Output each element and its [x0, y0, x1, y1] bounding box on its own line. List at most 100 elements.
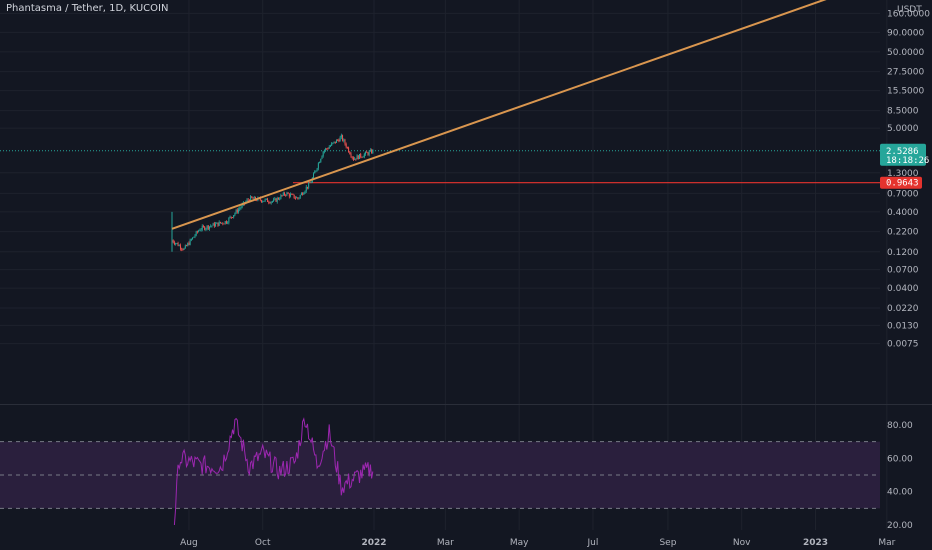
- candle-body: [200, 229, 202, 231]
- y-axis-unit: USDT: [897, 5, 922, 15]
- candle-body: [230, 216, 232, 218]
- rsi-tick-label: 80.00: [887, 421, 913, 431]
- countdown-value: 18:18:26: [886, 156, 929, 166]
- y-tick-label: 1.3000: [887, 169, 919, 179]
- candle-body: [305, 186, 307, 192]
- candle-body: [228, 217, 230, 223]
- candle-body: [358, 153, 360, 159]
- candle-body: [331, 143, 333, 146]
- candle-body: [267, 198, 269, 202]
- last-price-value: 2.5286: [886, 147, 919, 157]
- candle-body: [333, 141, 335, 143]
- candle-body: [325, 148, 327, 151]
- y-tick-label: 0.7000: [887, 189, 919, 199]
- candle-body: [336, 139, 338, 143]
- candle-body: [290, 194, 292, 197]
- x-axis[interactable]: Aug Oct 2022 Mar May Jul Sep Nov 2023 Mar: [180, 538, 896, 548]
- candle-body: [276, 197, 278, 202]
- candle-body: [372, 149, 374, 154]
- candle-body: [216, 222, 218, 224]
- candle-body: [304, 191, 306, 194]
- candle-body: [280, 195, 282, 199]
- candle-body: [362, 156, 364, 158]
- candle-body: [206, 225, 208, 229]
- last-price-badge: 2.5286 18:18:26: [880, 143, 929, 166]
- candle-body: [277, 197, 279, 200]
- x-tick-label: Nov: [733, 538, 751, 548]
- y-tick-label: 90.0000: [887, 28, 924, 38]
- candle-body: [286, 192, 288, 196]
- candle-body: [292, 194, 294, 196]
- candle-body: [208, 226, 210, 229]
- y-tick-label: 0.0130: [887, 321, 919, 331]
- candle-body: [181, 248, 183, 250]
- candle-body: [367, 152, 369, 155]
- candle-body: [198, 230, 200, 232]
- x-tick-label: 2022: [361, 538, 386, 548]
- candle-body: [172, 240, 174, 243]
- rsi-axis[interactable]: 80.00 60.00 40.00 20.00: [887, 421, 913, 531]
- trendline[interactable]: [171, 0, 838, 230]
- candle-body: [182, 249, 184, 250]
- candle-body: [247, 199, 249, 201]
- candle-body: [268, 201, 270, 203]
- candle-body: [270, 201, 272, 204]
- candle-body: [355, 158, 357, 160]
- candle-body: [192, 237, 194, 240]
- candle-body: [196, 231, 198, 233]
- candle-body: [218, 221, 220, 226]
- candle-body: [369, 149, 371, 152]
- candle-body: [233, 215, 235, 218]
- candle-body: [308, 182, 310, 188]
- candle-body: [300, 193, 302, 196]
- y-tick-label: 27.5000: [887, 68, 924, 78]
- candle-body: [354, 158, 356, 160]
- candle-body: [288, 193, 290, 197]
- candle-body: [360, 153, 362, 158]
- candle-body: [194, 235, 196, 237]
- y-tick-label: 50.0000: [887, 48, 924, 58]
- y-tick-label: 0.0220: [887, 304, 919, 314]
- candle-body: [264, 199, 266, 201]
- x-tick-label: Sep: [659, 538, 676, 548]
- x-tick-label: May: [510, 538, 529, 548]
- candle-body: [350, 154, 352, 157]
- candle-body: [309, 182, 311, 184]
- candle-body: [302, 193, 304, 195]
- candle-body: [356, 155, 358, 160]
- x-tick-label: Mar: [437, 538, 454, 548]
- candle-body: [217, 222, 219, 226]
- x-tick-label: Mar: [878, 538, 895, 548]
- candle-body: [285, 194, 287, 196]
- rsi-tick-label: 40.00: [887, 488, 913, 498]
- x-tick-label: Oct: [255, 538, 271, 548]
- candle-body: [329, 145, 331, 147]
- candle-body: [201, 226, 203, 230]
- candle-body: [184, 245, 186, 249]
- candle-body: [238, 209, 240, 213]
- candle-body: [283, 192, 285, 195]
- y-tick-label: 15.5000: [887, 87, 924, 97]
- candle-body: [310, 182, 312, 184]
- rsi-tick-label: 60.00: [887, 454, 913, 464]
- candle-body: [316, 168, 318, 171]
- candle-body: [365, 151, 367, 155]
- candle-body: [363, 154, 365, 157]
- candle-body: [175, 243, 177, 245]
- y-tick-label: 160.0000: [887, 9, 930, 19]
- y-axis[interactable]: 160.0000 90.0000 50.0000 27.5000 15.5000 8.50…: [887, 9, 930, 349]
- candle-body: [176, 243, 178, 244]
- x-tick-label: Jul: [587, 538, 599, 548]
- level-badge-bg: [880, 176, 922, 189]
- candle-body: [328, 146, 330, 149]
- candle-body: [334, 141, 336, 143]
- candle-body: [296, 197, 298, 199]
- candle-body: [317, 163, 319, 169]
- y-tick-label: 0.1200: [887, 248, 919, 258]
- candle-body: [223, 223, 225, 225]
- candle-body: [187, 243, 189, 246]
- candle-body: [210, 225, 212, 227]
- candle-body: [306, 186, 308, 188]
- candle-body: [293, 194, 295, 199]
